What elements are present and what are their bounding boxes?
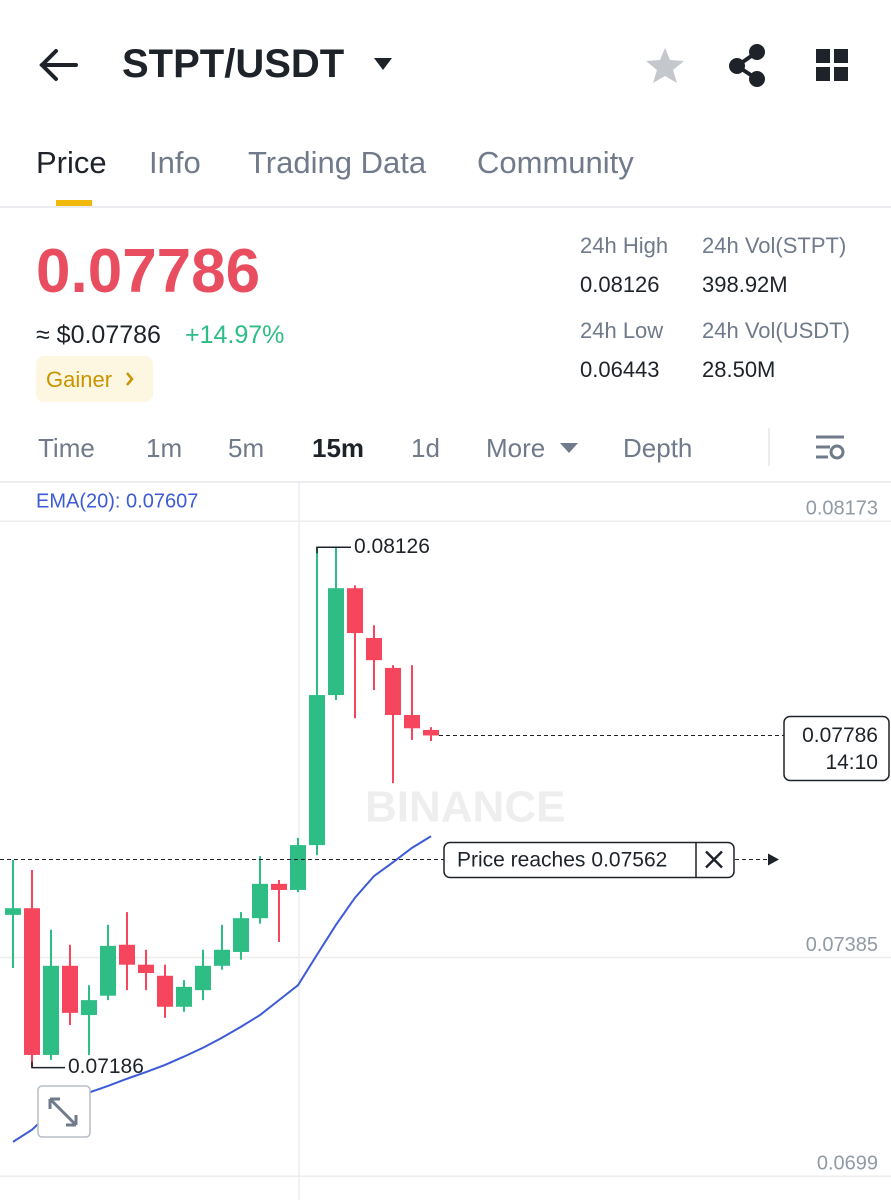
more-caret[interactable] bbox=[560, 443, 578, 453]
interval[interactable]: 1d bbox=[411, 433, 440, 463]
stat-label: 24h Vol(STPT) bbox=[702, 233, 847, 258]
countdown: 14:10 bbox=[825, 751, 878, 774]
interval[interactable]: 15m bbox=[312, 433, 365, 463]
badge-text[interactable]: Gainer bbox=[46, 367, 113, 392]
usd-price: ≈ $0.07786 bbox=[36, 321, 161, 349]
price-box-value: 0.07786 bbox=[802, 724, 878, 747]
candle-body bbox=[138, 964, 154, 973]
chart-settings[interactable] bbox=[816, 435, 845, 460]
high-label: 0.08126 bbox=[354, 535, 430, 558]
interval[interactable]: 1m bbox=[146, 433, 183, 463]
tab[interactable]: Trading Data bbox=[248, 145, 427, 180]
ema-label: EMA(20): 0.07607 bbox=[36, 490, 198, 512]
alert-close[interactable] bbox=[705, 850, 723, 869]
candle-body bbox=[290, 845, 306, 890]
stat-value: 0.08126 bbox=[580, 272, 660, 297]
low-label: 0.07186 bbox=[68, 1055, 144, 1078]
candle-body bbox=[119, 944, 135, 965]
candle-body bbox=[100, 945, 116, 996]
interval[interactable]: More bbox=[486, 433, 546, 463]
alert-label: Price reaches bbox=[457, 848, 585, 871]
tab[interactable]: Price bbox=[36, 145, 107, 180]
badge-chevron bbox=[126, 372, 134, 386]
candle-body bbox=[62, 965, 78, 1013]
expand-button[interactable] bbox=[37, 1085, 91, 1138]
icons bbox=[0, 44, 891, 483]
stat-value: 398.92M bbox=[702, 272, 788, 297]
candle-body bbox=[404, 714, 420, 729]
candle-body bbox=[309, 695, 325, 846]
pair-title[interactable]: STPT/USDT bbox=[122, 42, 345, 86]
candle-body bbox=[195, 965, 211, 991]
share-button[interactable] bbox=[729, 44, 765, 87]
candle-body bbox=[157, 975, 173, 1007]
candle-body bbox=[214, 949, 230, 966]
candle-body bbox=[328, 588, 344, 696]
watermark: BINANCE bbox=[365, 783, 565, 832]
candle-body bbox=[176, 986, 192, 1007]
stat-label: 24h Low bbox=[580, 318, 664, 343]
back-button[interactable] bbox=[39, 49, 78, 81]
price-box bbox=[783, 715, 890, 782]
y-tick-label: 0.0699 bbox=[817, 1152, 878, 1174]
candle-body bbox=[5, 908, 21, 915]
interval[interactable]: Time bbox=[38, 433, 95, 463]
high-marker bbox=[316, 546, 351, 554]
favorite-star[interactable] bbox=[646, 48, 684, 83]
candle-body bbox=[81, 1000, 97, 1016]
alert-text: Price reaches 0.07562 bbox=[457, 848, 667, 871]
price-change: +14.97% bbox=[185, 321, 285, 349]
alert-arrow bbox=[768, 853, 779, 866]
stat-value: 0.06443 bbox=[580, 357, 660, 382]
tab[interactable]: Community bbox=[477, 145, 634, 180]
tab[interactable]: Info bbox=[149, 145, 201, 180]
candle-body bbox=[271, 883, 287, 890]
stat-label: 24h Vol(USDT) bbox=[702, 318, 850, 343]
y-tick-label: 0.08173 bbox=[806, 497, 878, 519]
candle-body bbox=[24, 908, 40, 1055]
candle-body bbox=[385, 667, 401, 715]
stat-value: 28.50M bbox=[702, 357, 776, 382]
interval[interactable]: 5m bbox=[228, 433, 265, 463]
candle-body bbox=[233, 918, 249, 952]
tab-indicator bbox=[56, 200, 92, 206]
y-tick-label: 0.07385 bbox=[806, 934, 878, 956]
candle-body bbox=[347, 588, 363, 634]
alert-close-stroke bbox=[705, 850, 723, 869]
gainer-badge[interactable] bbox=[36, 356, 153, 402]
alert-box bbox=[443, 841, 735, 879]
candle-body bbox=[366, 638, 382, 661]
last-price: 0.07786 bbox=[36, 237, 261, 306]
pair-dropdown[interactable] bbox=[374, 58, 392, 70]
low-marker bbox=[31, 1061, 65, 1069]
layout-button[interactable] bbox=[816, 49, 848, 81]
candle-body bbox=[252, 883, 268, 919]
candle-body bbox=[43, 965, 59, 1055]
candle-body bbox=[423, 729, 439, 736]
stat-label: 24h High bbox=[580, 233, 669, 258]
chart: BINANCE 0.08173 0.07385 0.0699 EMA(20): 0.07… bbox=[0, 483, 891, 1200]
alert-price: 0.07562 bbox=[591, 848, 667, 871]
expand-icon bbox=[48, 1097, 78, 1127]
interval[interactable]: Depth bbox=[623, 433, 693, 463]
